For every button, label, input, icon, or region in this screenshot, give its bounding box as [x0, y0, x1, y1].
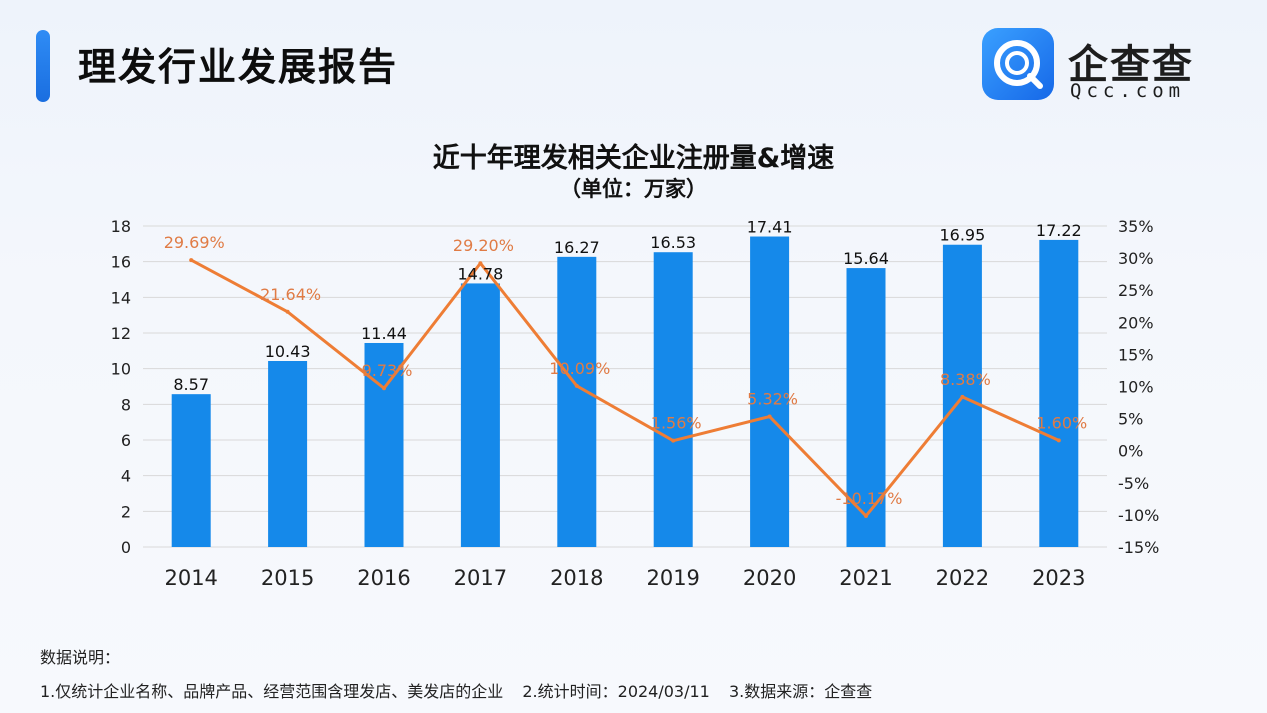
y-left-tick-label: 10	[111, 360, 131, 379]
y-left-tick-label: 14	[111, 288, 131, 307]
logo-name: 企查查	[1068, 42, 1194, 88]
growth-point	[478, 261, 483, 266]
note-item: 2.统计时间：2024/03/11	[522, 682, 710, 701]
bar-value-label: 14.78	[457, 264, 503, 283]
growth-point	[1056, 438, 1061, 443]
note-item: 3.数据来源：企查查	[728, 682, 873, 701]
logo-icon	[982, 28, 1054, 100]
x-tick-label: 2016	[357, 566, 410, 590]
y-right-tick-label: 5%	[1118, 410, 1143, 429]
y-left-tick-label: 12	[111, 324, 131, 343]
y-left-tick-label: 6	[121, 431, 131, 450]
growth-value-label: 8.38%	[940, 370, 991, 389]
growth-point	[864, 513, 868, 518]
bar-value-label: 17.22	[1036, 221, 1082, 240]
bar-value-label: 16.95	[939, 226, 985, 245]
x-tick-label: 2023	[1032, 566, 1085, 590]
growth-point	[767, 414, 772, 419]
growth-point	[671, 438, 676, 443]
bar	[268, 360, 308, 547]
bar	[460, 283, 500, 547]
y-right-tick-label: 25%	[1118, 281, 1154, 300]
y-right-tick-label: 35%	[1118, 217, 1154, 236]
y-right-tick-label: 15%	[1118, 345, 1154, 364]
growth-point	[189, 258, 194, 263]
brand-logo[interactable]: 企查查 Qcc.com	[982, 28, 1232, 104]
growth-point	[285, 309, 290, 314]
x-tick-label: 2015	[261, 566, 314, 590]
chart-title: 近十年理发相关企业注册量&增速	[432, 143, 835, 174]
growth-value-label: 1.56%	[651, 414, 702, 433]
y-right-tick-label: -10%	[1118, 506, 1159, 525]
growth-point	[960, 394, 965, 399]
x-tick-label: 2017	[454, 566, 507, 590]
y-right-tick-label: 0%	[1118, 442, 1143, 461]
y-right-tick-label: -5%	[1118, 474, 1149, 493]
x-tick-label: 2014	[164, 566, 217, 590]
notes-heading: 数据说明：	[40, 648, 121, 667]
growth-value-label: 5.32%	[747, 390, 798, 409]
growth-value-label: 10.09%	[549, 359, 610, 378]
y-left-tick-label: 4	[121, 467, 131, 486]
x-tick-label: 2021	[839, 566, 892, 590]
x-tick-label: 2020	[743, 566, 796, 590]
x-tick-label: 2018	[550, 566, 603, 590]
y-right-tick-label: 20%	[1118, 313, 1154, 332]
chart-subtitle: （单位：万家）	[560, 177, 707, 201]
growth-value-label: 29.20%	[453, 236, 514, 255]
y-left-tick-label: 18	[111, 217, 131, 236]
bar	[653, 252, 693, 547]
bar	[171, 394, 211, 547]
bar-value-label: 8.57	[173, 375, 209, 394]
bar-value-label: 16.27	[554, 238, 600, 257]
bar-value-label: 10.43	[265, 342, 311, 361]
bar-value-label: 16.53	[650, 233, 696, 252]
logo-domain: Qcc.com	[1070, 80, 1186, 102]
bar-value-label: 17.41	[747, 218, 793, 237]
y-right-tick-label: 10%	[1118, 378, 1154, 397]
growth-line	[190, 258, 1060, 518]
growth-value-label: -10.17%	[836, 489, 903, 508]
y-right-tick-label: 30%	[1118, 249, 1154, 268]
y-left-tick-label: 0	[121, 538, 131, 557]
title-accent-bar	[36, 30, 50, 102]
growth-point	[382, 386, 386, 391]
bar	[1039, 239, 1079, 547]
y-left-tick-label: 8	[121, 395, 131, 414]
growth-value-label: 1.60%	[1036, 413, 1087, 432]
page-title: 理发行业发展报告	[78, 45, 399, 89]
notes-line: 1.仅统计企业名称、品牌产品、经营范围含理发店、美发店的企业 2.统计时间：20…	[40, 678, 886, 702]
y-right-tick-label: -15%	[1118, 538, 1159, 557]
y-left-tick-label: 2	[121, 502, 131, 521]
bar-value-label: 11.44	[361, 324, 407, 343]
growth-value-label: 21.64%	[260, 285, 321, 304]
growth-point	[574, 383, 579, 388]
growth-value-label: 9.73%	[362, 361, 413, 380]
bar-value-label: 15.64	[843, 249, 889, 268]
bar	[557, 256, 597, 547]
bar	[750, 236, 790, 547]
growth-value-label: 29.69%	[164, 233, 225, 252]
x-tick-label: 2022	[936, 566, 989, 590]
y-left-tick-label: 16	[111, 253, 131, 272]
x-tick-label: 2019	[646, 566, 699, 590]
note-item: 1.仅统计企业名称、品牌产品、经营范围含理发店、美发店的企业	[40, 682, 504, 701]
